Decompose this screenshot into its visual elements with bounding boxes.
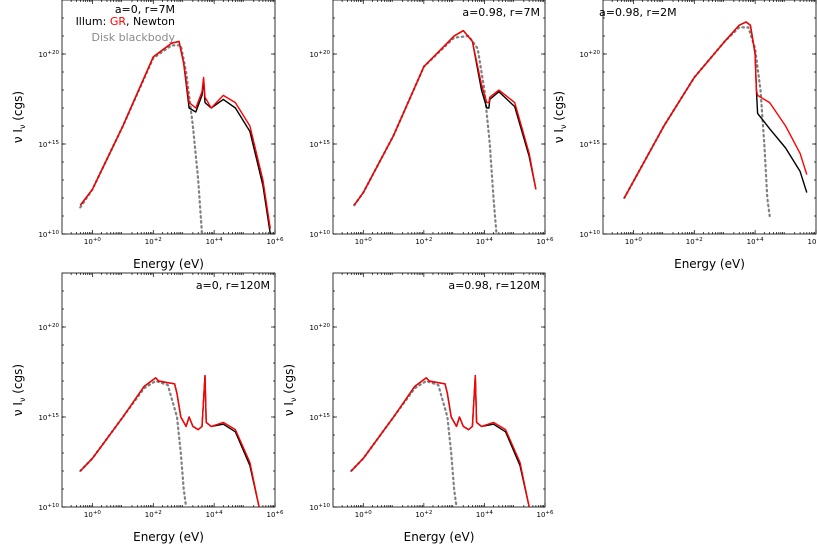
y-tick-label: 10+15	[309, 413, 330, 422]
x-tick-label: 10+4	[206, 510, 224, 519]
x-tick-label: 10+2	[686, 237, 703, 246]
x-tick-label: 10+6	[266, 510, 284, 519]
annotation-panel-5: a=0.98, r=120M	[448, 279, 540, 292]
annotation-panel-3: a=0.98, r=2M	[599, 6, 677, 19]
annotation-panel-2: a=0.98, r=7M	[462, 6, 540, 19]
plot-frame	[332, 272, 546, 508]
y-tick-label: 10+20	[38, 323, 59, 332]
legend-illum-prefix: Illum:	[76, 15, 110, 28]
legend-blackbody: Disk blackbody	[91, 31, 175, 44]
y-tick-label: 10+15	[579, 140, 600, 149]
y-tick-label: 10+20	[38, 50, 59, 59]
plot-frame	[61, 272, 276, 508]
panel-3: a=0.98, r=2M	[599, 6, 677, 19]
x-tick-label: 10+2	[145, 237, 162, 246]
legend-gr: GR	[110, 15, 127, 28]
x-tick-label: 10+2	[415, 237, 432, 246]
x-tick-label: 10+0	[355, 510, 373, 519]
y-tick-label: 10+10	[579, 230, 600, 239]
series-line-gr	[350, 374, 530, 507]
y-tick-label: 10+10	[309, 503, 330, 512]
y-tick-label: 10+15	[38, 140, 59, 149]
y-axis-label: ν Iν (cgs)	[11, 91, 27, 143]
series-line-disk-blackbody	[79, 44, 204, 234]
x-tick-label: 10+6	[266, 237, 284, 246]
y-axis-label: ν Iν (cgs)	[11, 364, 27, 416]
series-line-gr	[79, 40, 271, 229]
series-line-gr	[353, 29, 537, 206]
x-tick-label: 10+0	[84, 237, 102, 246]
x-tick-label: 10+6	[536, 510, 554, 519]
x-tick-label: 10+2	[145, 510, 162, 519]
x-tick-label: 10+4	[476, 510, 494, 519]
series-line-disk-blackbody	[79, 379, 188, 507]
plot-frame	[61, 0, 276, 235]
plot-5: 10+0 10+2 10+4 10+6 10+10 10+15 10+20 Energy (e…	[282, 272, 554, 544]
series-line-disk-blackbody	[350, 379, 458, 507]
panel-1: a=0, r=7M Illum: GR, Newton Disk blackbo…	[76, 3, 176, 44]
x-tick-label: 10+0	[625, 237, 643, 246]
annotation-panel-4: a=0, r=120M	[196, 279, 270, 292]
x-tick-label: 10+6	[536, 237, 554, 246]
plot-4: 10+0 10+2 10+4 10+6 10+10 10+15 10+20 Energy (e…	[11, 272, 284, 544]
x-axis-label: Energy (eV)	[133, 530, 204, 544]
y-axis-label: ν Iν (cgs)	[552, 91, 568, 143]
x-tick-label: 10+6	[807, 237, 817, 246]
panel-2: a=0.98, r=7M	[462, 6, 540, 19]
y-tick-label: 10+20	[309, 50, 330, 59]
plot-2: 10+0 10+2 10+4 10+6 10+10 10+15 10+20	[309, 0, 554, 246]
legend-newton: Newton	[133, 15, 175, 28]
x-axis-label: Energy (eV)	[133, 257, 204, 271]
x-tick-label: 10+4	[206, 237, 224, 246]
y-tick-label: 10+10	[38, 503, 59, 512]
y-tick-label: 10+10	[38, 230, 59, 239]
y-tick-label: 10+10	[309, 230, 330, 239]
series-line-gr	[623, 21, 808, 199]
x-tick-label: 10+0	[355, 237, 373, 246]
y-tick-label: 10+15	[309, 140, 330, 149]
y-tick-label: 10+15	[38, 413, 59, 422]
series-line-gr	[79, 374, 260, 507]
plot-frame	[332, 0, 546, 235]
x-tick-label: 10+4	[476, 237, 494, 246]
x-tick-label: 10+0	[84, 510, 102, 519]
series-line-disk-blackbody	[623, 26, 771, 218]
series-line-newton	[353, 29, 537, 206]
x-axis-label: Energy (eV)	[404, 530, 475, 544]
series-line-newton	[623, 21, 808, 199]
plot-1: 10+0 10+2 10+4 10+6 10+10 10+15 10+20 Energy (e…	[11, 0, 284, 271]
x-axis-label: Energy (eV)	[674, 257, 745, 271]
legend-sep: ,	[126, 15, 133, 28]
annotation-panel-1: a=0, r=7M	[115, 3, 175, 16]
panel-5: a=0.98, r=120M	[448, 279, 540, 292]
y-tick-label: 10+20	[309, 323, 330, 332]
series-line-newton	[79, 40, 271, 234]
x-tick-label: 10+4	[747, 237, 765, 246]
plot-3: 10+0 10+2 10+4 10+6 10+10 10+15 10+20 Energy (e…	[552, 0, 817, 271]
y-tick-label: 10+20	[579, 50, 600, 59]
legend-illum: Illum: GR, Newton	[76, 15, 175, 28]
plot-frame	[602, 0, 817, 235]
y-axis-label: ν Iν (cgs)	[282, 364, 298, 416]
panel-4: a=0, r=120M	[196, 279, 270, 292]
x-tick-label: 10+2	[415, 510, 432, 519]
